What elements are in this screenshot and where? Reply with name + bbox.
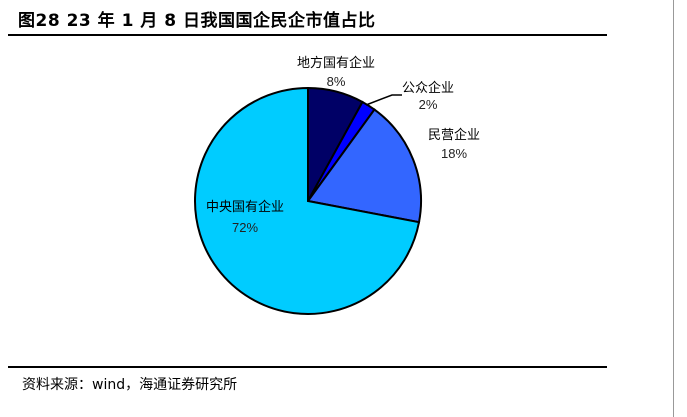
slice-value-label-0: 8% xyxy=(327,74,346,89)
figure-title: 图28 23 年 1 月 8 日我国国企民企市值占比 xyxy=(18,11,376,31)
source-divider xyxy=(8,366,607,368)
title-divider xyxy=(8,34,607,36)
slice-label-1: 公众企业 xyxy=(402,80,454,96)
pie-slice-3 xyxy=(194,86,421,315)
page-edge-line xyxy=(673,0,674,417)
slice-label-0: 地方国有企业 xyxy=(297,55,375,71)
slice-label-3: 中央国有企业 xyxy=(206,199,284,215)
slice-value-label-1: 2% xyxy=(419,97,438,112)
pie-slice-2 xyxy=(306,108,422,224)
source-note: 资料来源：wind，海通证券研究所 xyxy=(22,377,238,393)
leader-line xyxy=(365,94,402,106)
slice-value-label-3: 72% xyxy=(232,220,258,235)
slice-label-2: 民营企业 xyxy=(428,127,480,143)
slice-value-label-2: 18% xyxy=(441,146,467,161)
